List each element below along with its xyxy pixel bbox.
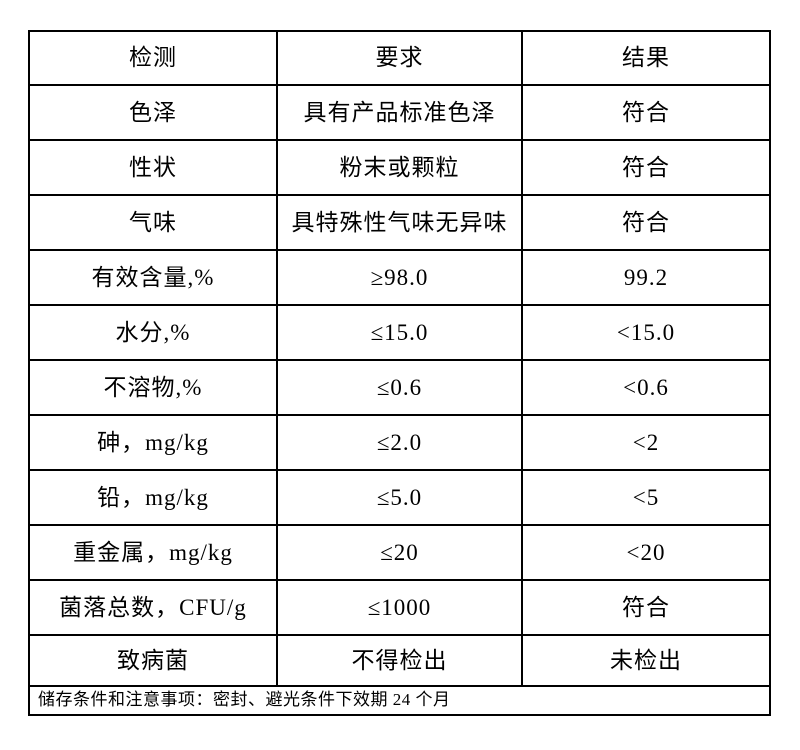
cell-test: 色泽 [28,84,278,141]
table-row: 砷，mg/kg ≤2.0 <2 [28,414,771,471]
storage-conditions-note: 储存条件和注意事项：密封、避光条件下效期 24 个月 [28,685,771,716]
cell-result: <2 [521,414,771,471]
cell-test: 铅，mg/kg [28,469,278,526]
table-row: 菌落总数，CFU/g ≤1000 符合 [28,579,771,636]
table-row: 致病菌 不得检出 未检出 [28,634,771,687]
cell-result: 符合 [521,139,771,196]
cell-requirement: ≤2.0 [276,414,523,471]
table-row: 铅，mg/kg ≤5.0 <5 [28,469,771,526]
cell-result: 符合 [521,579,771,636]
inspection-spec-table: 检测 要求 结果 色泽 具有产品标准色泽 符合 性状 粉末或颗粒 符合 气味 具… [28,30,771,716]
cell-test: 重金属，mg/kg [28,524,278,581]
header-cell-test: 检测 [28,30,278,86]
cell-requirement: 具特殊性气味无异味 [276,194,523,251]
cell-result: 符合 [521,194,771,251]
table-footer-row: 储存条件和注意事项：密封、避光条件下效期 24 个月 [28,685,771,716]
cell-test: 不溶物,% [28,359,278,416]
cell-test: 致病菌 [28,634,278,687]
table-row: 水分,% ≤15.0 <15.0 [28,304,771,361]
table-header-row: 检测 要求 结果 [28,30,771,86]
cell-test: 砷，mg/kg [28,414,278,471]
header-cell-result: 结果 [521,30,771,86]
cell-requirement: ≥98.0 [276,249,523,306]
cell-result: <20 [521,524,771,581]
cell-result: <15.0 [521,304,771,361]
cell-requirement: 粉末或颗粒 [276,139,523,196]
table-row: 有效含量,% ≥98.0 99.2 [28,249,771,306]
table-row: 气味 具特殊性气味无异味 符合 [28,194,771,251]
cell-requirement: 不得检出 [276,634,523,687]
table-row: 性状 粉末或颗粒 符合 [28,139,771,196]
table-row: 色泽 具有产品标准色泽 符合 [28,84,771,141]
cell-requirement: ≤0.6 [276,359,523,416]
cell-test: 气味 [28,194,278,251]
cell-result: 符合 [521,84,771,141]
table-row: 重金属，mg/kg ≤20 <20 [28,524,771,581]
cell-requirement: ≤5.0 [276,469,523,526]
table-row: 不溶物,% ≤0.6 <0.6 [28,359,771,416]
cell-result: 未检出 [521,634,771,687]
cell-requirement: ≤1000 [276,579,523,636]
cell-requirement: ≤20 [276,524,523,581]
cell-test: 水分,% [28,304,278,361]
cell-result: <0.6 [521,359,771,416]
cell-result: <5 [521,469,771,526]
header-cell-requirement: 要求 [276,30,523,86]
cell-result: 99.2 [521,249,771,306]
cell-test: 菌落总数，CFU/g [28,579,278,636]
cell-test: 有效含量,% [28,249,278,306]
cell-requirement: 具有产品标准色泽 [276,84,523,141]
cell-requirement: ≤15.0 [276,304,523,361]
cell-test: 性状 [28,139,278,196]
